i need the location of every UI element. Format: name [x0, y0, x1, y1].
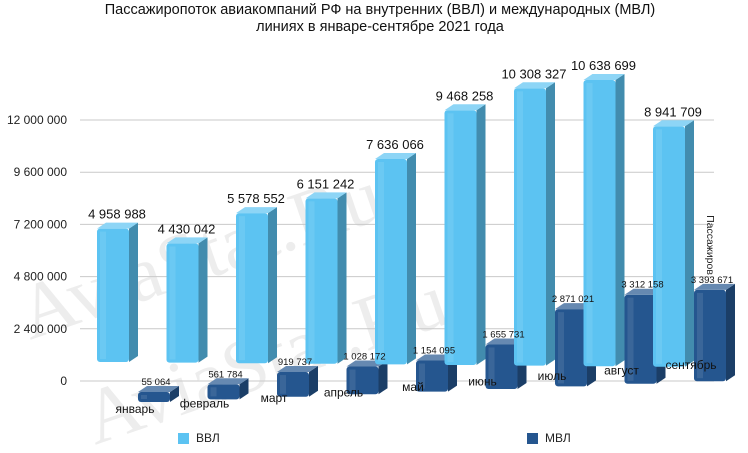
data-label-domestic: 6 151 242	[297, 176, 355, 191]
legend-label-domestic: ВВЛ	[196, 431, 220, 445]
x-category-label: апрель	[324, 386, 363, 400]
y-tick-label: 9 600 000	[14, 165, 68, 179]
x-category-label: май	[402, 380, 424, 394]
data-label-domestic: 8 941 709	[644, 104, 702, 119]
data-label-domestic: 4 958 988	[88, 207, 146, 222]
bar-international	[694, 283, 735, 382]
x-category-label: июль	[538, 369, 567, 383]
x-category-label: сентябрь	[665, 358, 716, 372]
bar-domestic	[514, 82, 555, 366]
x-category-label: январь	[116, 402, 155, 416]
data-label-international: 3 312 158	[621, 280, 663, 291]
data-label-domestic: 4 430 042	[158, 221, 216, 236]
data-label-international: 1 154 095	[413, 346, 455, 357]
legend-label-international: МВЛ	[545, 431, 571, 445]
bar-international	[207, 378, 249, 400]
bar-domestic	[166, 237, 208, 363]
data-label-international: 3 393 671	[691, 275, 733, 286]
data-label-international: 919 737	[278, 357, 312, 368]
y-tick-label: 7 200 000	[14, 217, 68, 231]
data-label-international: 1 655 731	[482, 329, 524, 340]
y-tick-label: 12 000 000	[7, 113, 67, 127]
bar-domestic	[653, 120, 694, 367]
x-category-label: февраль	[180, 397, 230, 411]
bar-domestic	[305, 192, 347, 364]
data-label-domestic: 5 578 552	[227, 191, 285, 206]
legend-swatch-domestic	[178, 432, 189, 444]
bar-domestic	[444, 104, 486, 365]
y-axis-label: Пассажиров	[704, 215, 716, 275]
legend-item-international: МВЛ	[527, 431, 571, 445]
bar-international	[277, 366, 318, 397]
x-category-label: март	[261, 391, 288, 405]
data-label-domestic: 7 636 066	[366, 137, 424, 152]
data-label-domestic: 10 638 699	[571, 58, 636, 73]
y-tick-label: 2 400 000	[14, 322, 68, 336]
x-category-label: август	[604, 364, 639, 378]
bar-domestic	[97, 222, 138, 362]
data-label-international: 55 064	[141, 377, 170, 388]
data-label-international: 561 784	[208, 369, 242, 380]
y-tick-label: 0	[60, 374, 67, 388]
chart-title-line-2: линиях в январе-сентябре 2021 года	[256, 19, 504, 35]
data-label-domestic: 10 308 327	[501, 66, 566, 81]
legend-swatch-international	[527, 432, 538, 444]
x-category-label: июнь	[468, 375, 497, 389]
data-label-domestic: 9 468 258	[436, 88, 494, 103]
y-tick-label: 4 800 000	[14, 270, 68, 284]
chart-title-line-1: Пассажиропоток авиакомпаний РФ на внутре…	[104, 2, 656, 18]
bar-domestic	[236, 207, 277, 364]
data-label-international: 1 028 172	[343, 352, 385, 363]
bar-domestic	[583, 74, 625, 367]
bar-domestic	[375, 152, 416, 365]
data-label-international: 2 871 021	[552, 294, 594, 305]
legend-item-domestic: ВВЛ	[178, 431, 220, 445]
bar-international	[138, 386, 179, 402]
